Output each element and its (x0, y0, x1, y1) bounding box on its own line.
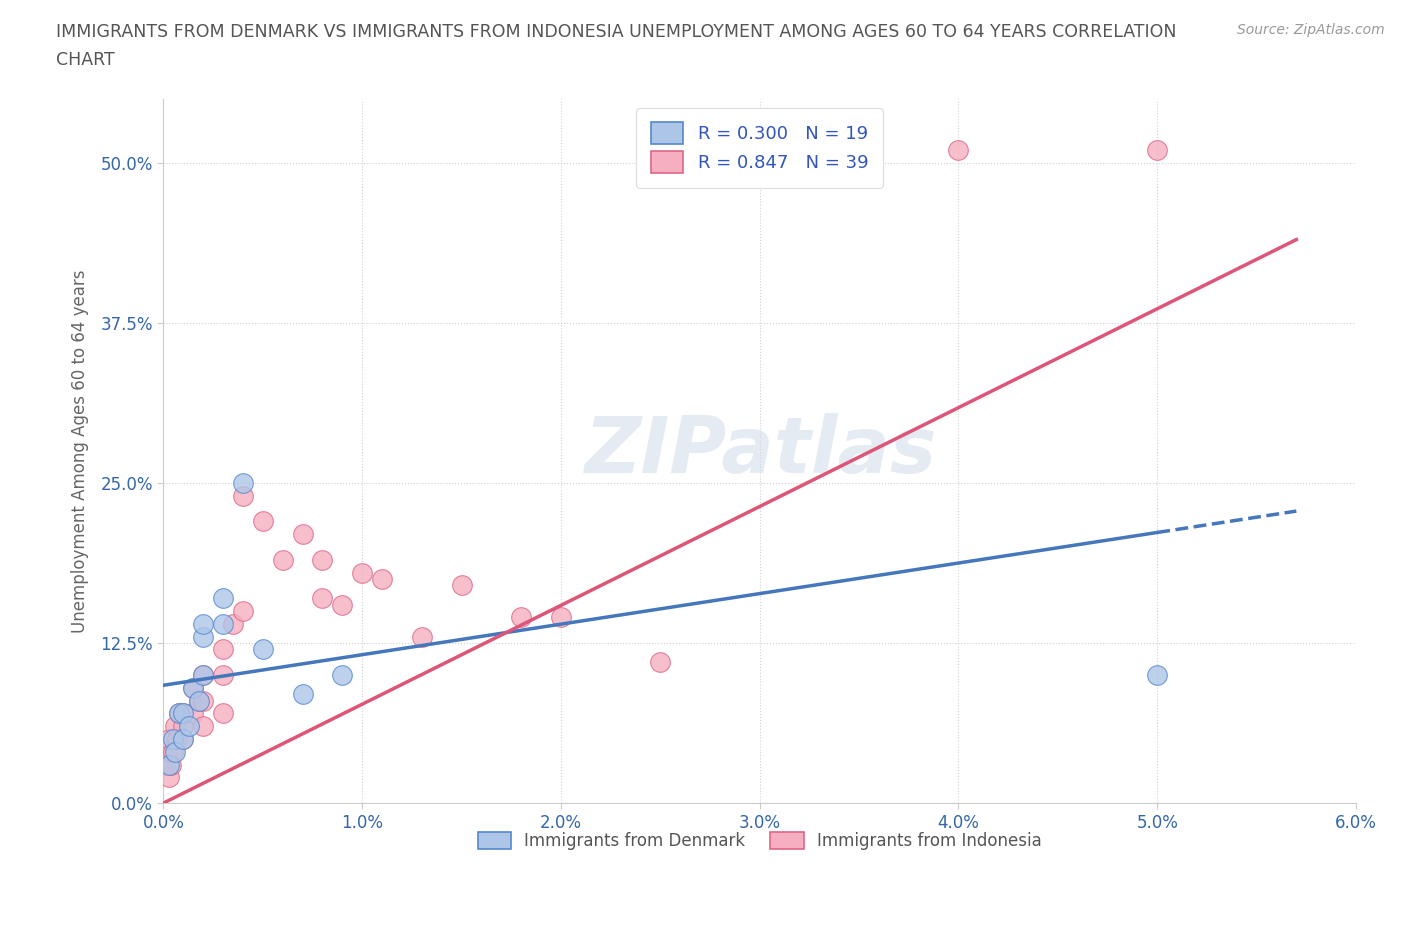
Point (181, 706, 204, 721)
Point (157, 732, 180, 747)
Y-axis label: Unemployment Among Ages 60 to 64 years: Unemployment Among Ages 60 to 64 years (72, 269, 89, 632)
Point (181, 681, 204, 696)
Point (271, 552, 294, 567)
Point (172, 706, 194, 721)
Point (181, 681, 204, 696)
Point (169, 706, 191, 721)
Point (352, 565, 374, 580)
Point (411, 630, 433, 644)
Point (291, 526, 314, 541)
Point (232, 488, 254, 503)
Point (232, 604, 254, 618)
Point (169, 706, 191, 721)
Legend: Immigrants from Denmark, Immigrants from Indonesia: Immigrants from Denmark, Immigrants from… (470, 823, 1050, 858)
Point (191, 617, 214, 631)
Point (291, 686, 314, 701)
Point (330, 597, 353, 612)
Point (165, 719, 187, 734)
Point (212, 642, 235, 657)
Point (166, 732, 188, 747)
Point (212, 591, 235, 605)
Point (172, 719, 194, 734)
Point (510, 610, 533, 625)
Point (252, 642, 274, 657)
Point (1146, 668, 1168, 683)
Point (650, 655, 672, 670)
Point (160, 757, 183, 772)
Text: IMMIGRANTS FROM DENMARK VS IMMIGRANTS FROM INDONESIA UNEMPLOYMENT AMONG AGES 60 : IMMIGRANTS FROM DENMARK VS IMMIGRANTS FR… (56, 23, 1177, 41)
Text: ZIPatlas: ZIPatlas (583, 413, 936, 489)
Point (165, 744, 187, 759)
Point (252, 514, 274, 529)
Point (156, 744, 179, 759)
Point (155, 757, 177, 772)
Point (330, 668, 353, 683)
Point (550, 610, 572, 625)
Point (311, 591, 333, 605)
Point (157, 757, 180, 772)
Point (450, 578, 472, 592)
Point (157, 770, 180, 785)
Point (191, 693, 214, 708)
Point (212, 706, 235, 721)
Point (311, 552, 333, 567)
Point (162, 744, 184, 759)
Point (191, 719, 214, 734)
Point (222, 617, 245, 631)
Point (1146, 142, 1168, 157)
Point (172, 706, 194, 721)
Text: CHART: CHART (56, 51, 115, 69)
Point (188, 693, 211, 708)
Text: Source: ZipAtlas.com: Source: ZipAtlas.com (1237, 23, 1385, 37)
Point (948, 142, 970, 157)
Point (162, 732, 184, 747)
Point (371, 572, 394, 587)
Point (212, 617, 235, 631)
Point (172, 732, 194, 747)
Point (191, 668, 214, 683)
Point (191, 668, 214, 683)
Point (232, 475, 254, 490)
Point (188, 693, 211, 708)
Point (212, 668, 235, 683)
Point (191, 630, 214, 644)
Point (172, 732, 194, 747)
Point (179, 719, 201, 734)
